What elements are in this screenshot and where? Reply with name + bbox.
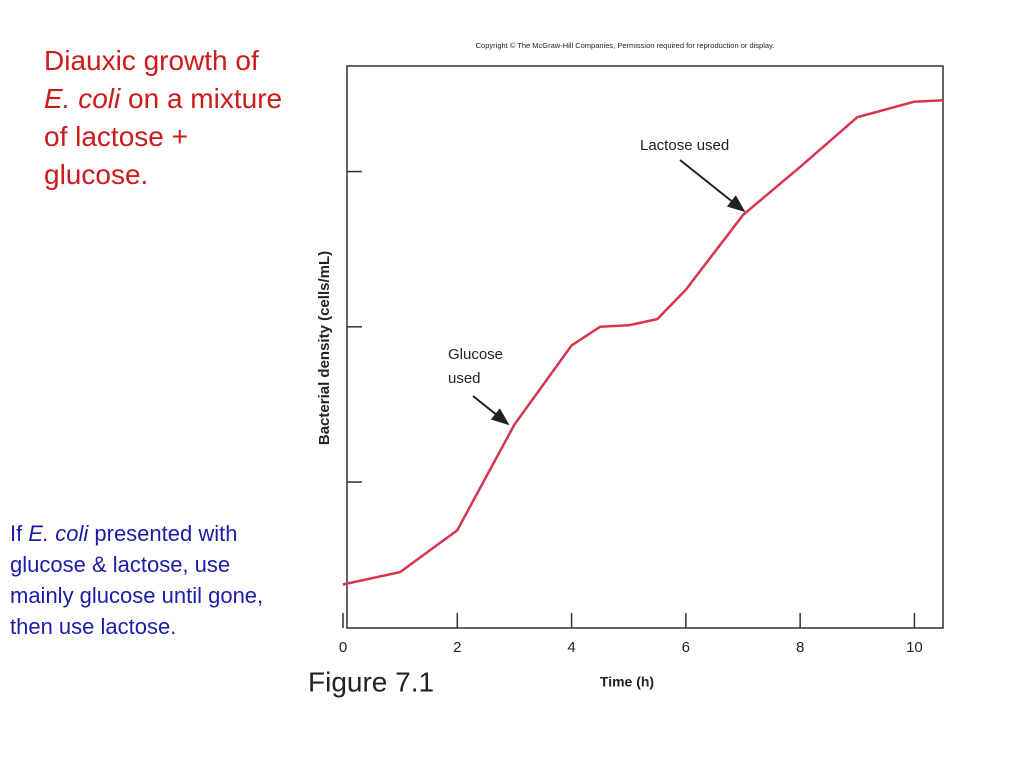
slide-body: If E. coli presented with glucose & lact… (10, 518, 270, 642)
title-part: Diauxic growth of (44, 45, 259, 76)
title-part: E. coli (44, 83, 121, 114)
x-axis-label: Time (h) (600, 674, 654, 690)
copyright: Copyright © The McGraw-Hill Companies, P… (476, 41, 775, 50)
body-part: If (10, 521, 29, 546)
data-line (342, 98, 944, 586)
annotation-arrow (472, 395, 510, 426)
x-tick-label: 10 (906, 639, 923, 656)
body-part: presented with glucose & lactose, use ma… (10, 521, 264, 639)
x-tick-label: 4 (567, 639, 575, 656)
annotation: used (448, 370, 481, 387)
x-tick-label: 0 (339, 639, 347, 656)
figure-label: Figure 7.1 (308, 666, 434, 697)
slide-title: Diauxic growth of E. coli on a mixture o… (44, 42, 284, 194)
title-part: on a mixture of lactose + glucose. (44, 83, 283, 190)
annotation: Lactose used (640, 137, 729, 154)
plot-frame (346, 65, 944, 629)
annotation-arrow (679, 159, 746, 213)
body-part: E. coli (28, 521, 89, 546)
x-tick-label: 2 (453, 639, 461, 656)
x-tick-label: 8 (796, 639, 804, 656)
y-axis-label: Bacterial density (cells/mL) (316, 251, 333, 445)
annotation: Glucose (448, 346, 503, 363)
x-tick-label: 6 (682, 639, 690, 656)
